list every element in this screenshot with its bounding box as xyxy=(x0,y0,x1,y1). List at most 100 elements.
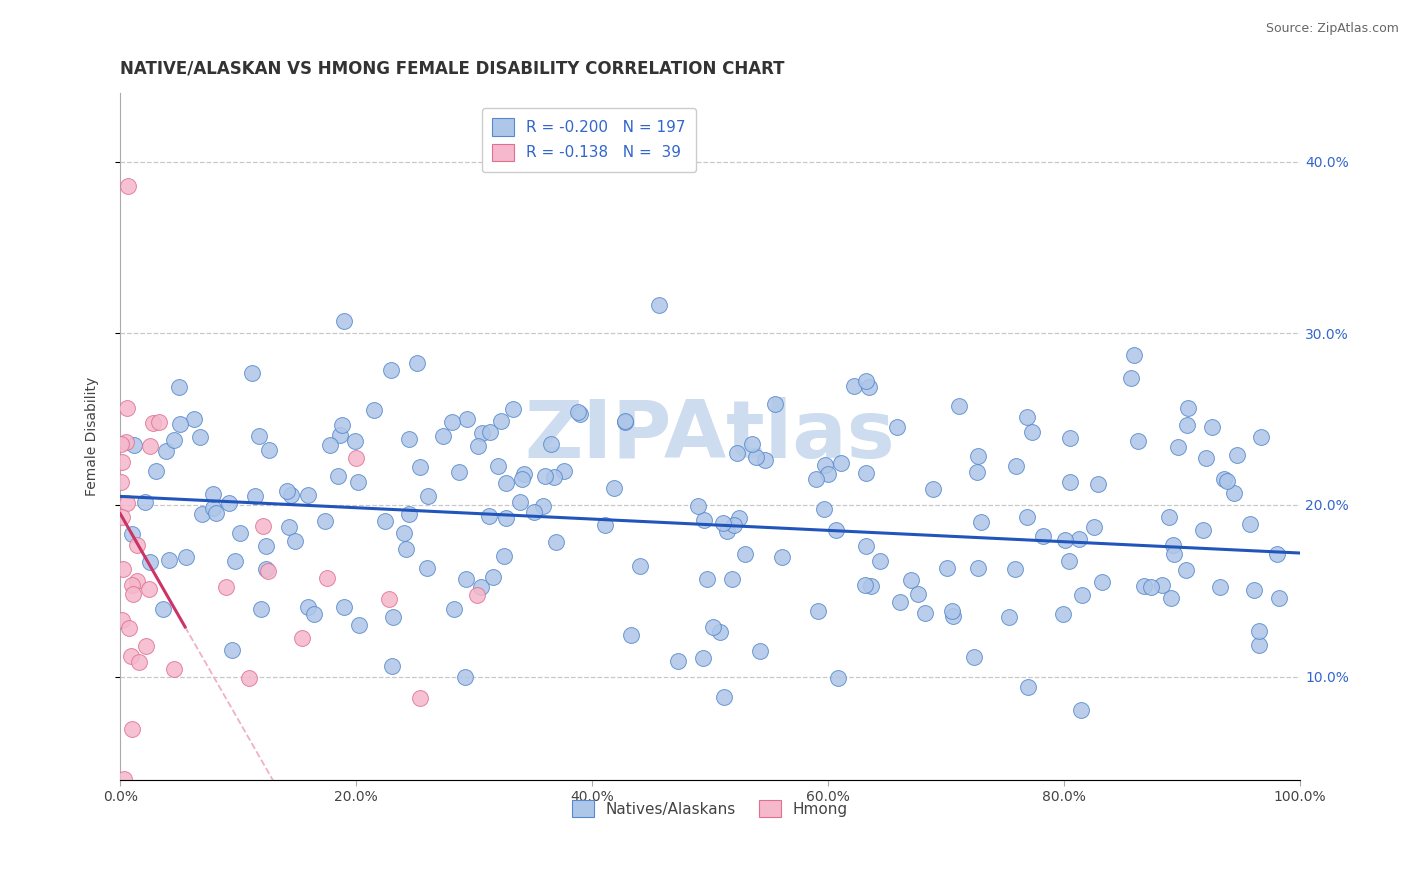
Point xyxy=(163,434,186,448)
Point xyxy=(117,621,139,635)
Point xyxy=(1163,547,1185,561)
Point xyxy=(139,439,162,453)
Point xyxy=(125,539,148,553)
Point xyxy=(291,631,314,645)
Point xyxy=(553,464,575,478)
Point xyxy=(139,555,162,569)
Point xyxy=(145,464,167,478)
Point xyxy=(997,610,1019,624)
Point xyxy=(1057,554,1080,568)
Point xyxy=(666,654,689,668)
Point xyxy=(482,569,505,583)
Point xyxy=(770,549,793,564)
Point xyxy=(602,481,624,495)
Point xyxy=(745,450,768,464)
Point xyxy=(1015,410,1038,425)
Point xyxy=(117,178,139,193)
Point xyxy=(167,380,190,394)
Point xyxy=(381,659,404,673)
Point xyxy=(121,578,143,592)
Point xyxy=(465,588,488,602)
Point xyxy=(859,579,882,593)
Point xyxy=(205,506,228,520)
Point xyxy=(855,539,877,553)
Point xyxy=(692,650,714,665)
Point xyxy=(224,553,246,567)
Point xyxy=(595,517,617,532)
Text: Source: ZipAtlas.com: Source: ZipAtlas.com xyxy=(1265,22,1399,36)
Point xyxy=(495,475,517,490)
Point xyxy=(467,439,489,453)
Point xyxy=(110,437,132,451)
Point xyxy=(276,484,298,499)
Point xyxy=(1017,680,1039,694)
Point xyxy=(1070,588,1092,602)
Point xyxy=(363,402,385,417)
Point xyxy=(218,496,240,510)
Point xyxy=(1161,538,1184,552)
Point xyxy=(229,526,252,541)
Point xyxy=(122,587,145,601)
Point xyxy=(1243,583,1265,598)
Point xyxy=(215,580,238,594)
Point xyxy=(278,520,301,534)
Point xyxy=(250,602,273,616)
Point xyxy=(1133,579,1156,593)
Legend: Natives/Alaskans, Hmong: Natives/Alaskans, Hmong xyxy=(567,794,853,823)
Point xyxy=(456,412,478,426)
Point xyxy=(443,602,465,616)
Point xyxy=(1052,607,1074,621)
Point xyxy=(966,560,988,574)
Point xyxy=(169,417,191,431)
Point xyxy=(111,613,134,627)
Point xyxy=(1212,472,1234,486)
Point xyxy=(907,587,929,601)
Point xyxy=(728,510,751,524)
Point xyxy=(319,438,342,452)
Point xyxy=(711,516,734,530)
Point xyxy=(347,475,370,490)
Point xyxy=(824,524,846,538)
Point xyxy=(749,644,772,658)
Point xyxy=(567,405,589,419)
Point xyxy=(869,554,891,568)
Point xyxy=(377,592,399,607)
Point xyxy=(238,671,260,685)
Point xyxy=(447,465,470,479)
Point xyxy=(471,425,494,440)
Point xyxy=(1059,431,1081,445)
Point xyxy=(374,514,396,528)
Point xyxy=(297,600,319,615)
Point xyxy=(502,401,524,416)
Point xyxy=(316,571,339,585)
Point xyxy=(1053,533,1076,547)
Point xyxy=(152,602,174,616)
Point xyxy=(201,487,224,501)
Point xyxy=(183,412,205,426)
Point xyxy=(813,501,835,516)
Point xyxy=(1152,578,1174,592)
Point xyxy=(440,415,463,429)
Point xyxy=(240,366,263,380)
Point xyxy=(257,442,280,457)
Point xyxy=(416,561,439,575)
Point xyxy=(120,649,142,664)
Point xyxy=(827,671,849,685)
Point xyxy=(1201,420,1223,434)
Point xyxy=(620,627,643,641)
Point xyxy=(569,408,592,422)
Point xyxy=(754,453,776,467)
Point xyxy=(174,550,197,565)
Point xyxy=(723,517,745,532)
Point xyxy=(1195,451,1218,466)
Point xyxy=(297,488,319,502)
Y-axis label: Female Disability: Female Disability xyxy=(86,376,100,496)
Point xyxy=(967,449,990,463)
Point xyxy=(478,509,501,524)
Point xyxy=(533,468,555,483)
Point xyxy=(702,619,724,633)
Point xyxy=(1087,477,1109,491)
Text: NATIVE/ALASKAN VS HMONG FEMALE DISABILITY CORRELATION CHART: NATIVE/ALASKAN VS HMONG FEMALE DISABILIT… xyxy=(120,60,785,78)
Point xyxy=(830,456,852,470)
Point xyxy=(1067,532,1090,546)
